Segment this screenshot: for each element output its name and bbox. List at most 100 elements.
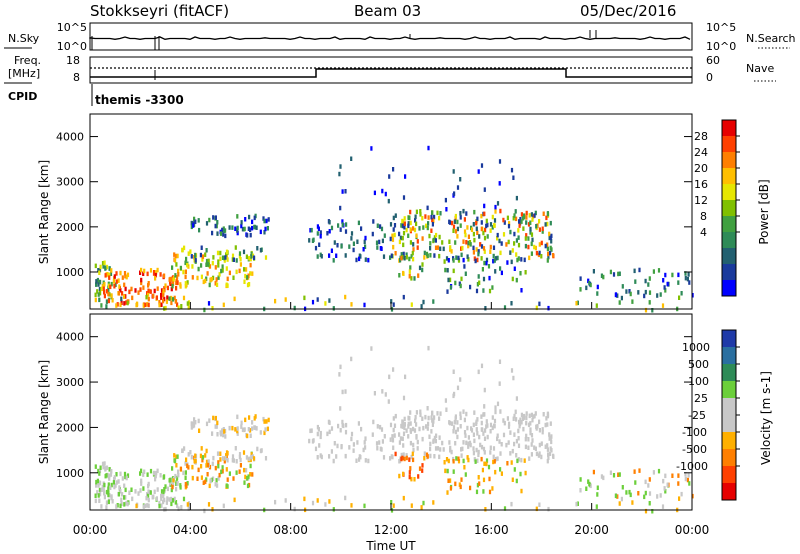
velocity-cell	[482, 431, 485, 436]
nave-tick-bottom: 0	[706, 71, 713, 84]
velocity-cell	[549, 451, 552, 456]
velocity-cell	[411, 451, 414, 457]
velocity-cell	[492, 454, 495, 460]
colorbar-tick-label: 8	[700, 210, 707, 223]
power-cell	[379, 224, 382, 229]
velocity-cell	[267, 417, 270, 423]
power-cell	[453, 191, 456, 196]
power-cell	[216, 282, 219, 287]
velocity-cell	[241, 427, 244, 432]
power-cell	[170, 300, 173, 306]
velocity-cell	[533, 413, 536, 419]
velocity-cell	[427, 345, 430, 351]
velocity-cell	[175, 486, 178, 492]
power-cell	[424, 214, 427, 219]
power-cell	[512, 175, 515, 180]
velocity-cell	[390, 500, 393, 505]
power-cell	[231, 257, 234, 262]
power-cell	[240, 220, 243, 225]
velocity-cell	[425, 424, 428, 429]
power-cell	[548, 231, 551, 237]
velocity-cell	[99, 480, 102, 486]
power-cell	[502, 217, 505, 223]
velocity-cell	[399, 436, 402, 441]
velocity-cell	[541, 429, 544, 435]
power-cell	[473, 209, 476, 215]
power-cell	[182, 295, 186, 301]
velocity-cell	[163, 474, 166, 479]
velocity-cell	[480, 420, 483, 426]
power-cell	[434, 238, 437, 243]
power-cell	[466, 254, 469, 259]
velocity-cell	[456, 420, 459, 425]
power-cell	[113, 284, 116, 289]
power-cell	[324, 301, 327, 306]
power-cell	[534, 245, 537, 251]
velocity-cell	[97, 483, 100, 488]
velocity-cell	[236, 428, 239, 434]
power-cell	[381, 238, 384, 244]
velocity-cell	[592, 469, 595, 475]
power-cell	[194, 252, 197, 258]
power-cell	[472, 231, 475, 237]
power-cell	[621, 284, 624, 289]
cpid-value: themis -3300	[95, 93, 184, 107]
power-cell	[545, 215, 548, 221]
power-cell	[249, 271, 252, 276]
power-cell	[155, 295, 158, 300]
velocity-cell	[515, 396, 518, 401]
power-cell	[140, 280, 143, 286]
velocity-cell	[515, 478, 518, 484]
velocity-cell	[493, 418, 497, 424]
power-cell	[212, 275, 215, 281]
power-cell	[94, 292, 97, 298]
power-cell	[515, 195, 518, 201]
power-cell	[109, 271, 113, 276]
power-cell	[360, 226, 363, 231]
power-cell	[408, 274, 411, 279]
velocity-cell	[498, 439, 501, 444]
power-cell	[198, 227, 201, 233]
power-cell	[344, 294, 347, 300]
velocity-cell	[457, 456, 460, 461]
velocity-cell	[381, 439, 384, 444]
power-cell	[421, 236, 424, 241]
velocity-cell	[203, 508, 206, 514]
power-cell	[482, 230, 485, 236]
power-cell	[398, 273, 401, 278]
velocity-cell	[527, 445, 530, 450]
velocity-cell	[454, 481, 457, 487]
velocity-cell	[137, 491, 140, 496]
velocity-cell	[523, 458, 526, 463]
power-cell	[155, 270, 158, 275]
cpid-label: CPID	[8, 90, 37, 103]
power-cell	[265, 218, 268, 224]
power-cell	[474, 258, 477, 264]
power-cell	[407, 221, 410, 226]
power-cell	[618, 271, 621, 276]
velocity-cell	[380, 427, 384, 432]
power-cell	[123, 271, 127, 276]
power-cell	[215, 277, 218, 282]
power-cell	[308, 238, 311, 243]
power-cell	[94, 297, 97, 303]
power-cell	[123, 294, 126, 299]
velocity-cell	[319, 434, 322, 440]
x-tick-label: 16:00	[474, 523, 509, 537]
velocity-cell	[311, 500, 315, 506]
velocity-cell	[255, 426, 258, 431]
velocity-cell	[684, 472, 687, 477]
velocity-cell	[457, 458, 461, 464]
velocity-cell	[621, 485, 624, 490]
power-panel-frame	[89, 113, 693, 310]
power-cell	[234, 226, 237, 231]
velocity-cell	[234, 427, 237, 432]
velocity-cell	[409, 440, 412, 446]
power-cell	[513, 241, 516, 246]
velocity-cell	[522, 426, 525, 432]
power-cell	[517, 228, 520, 233]
power-cell	[373, 190, 376, 196]
power-cell	[344, 253, 347, 258]
velocity-cell	[160, 493, 163, 499]
velocity-cell	[484, 428, 487, 433]
